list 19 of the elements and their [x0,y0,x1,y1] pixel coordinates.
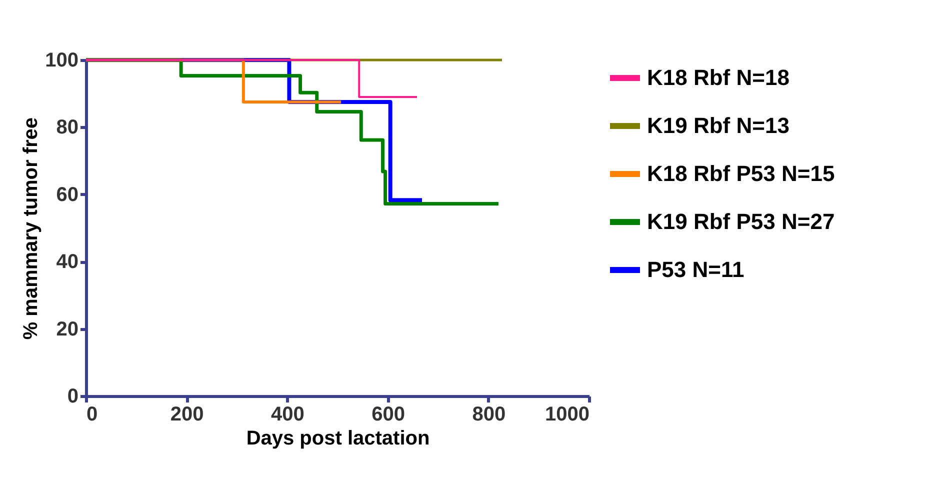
legend-label: K19 Rbf N=13 [647,113,790,138]
x-tick-label: 200 [170,404,204,426]
y-tick-label: 0 [67,386,78,408]
x-tick-label: 800 [472,404,506,426]
legend-label: P53 N=11 [647,257,744,282]
x-axis-title: Days post lactation [246,428,430,450]
y-tick-label: 100 [45,50,78,72]
y-axis-title: % mammary tumor free [20,117,42,340]
y-tick-label: 20 [56,318,78,340]
x-tick-label: 400 [271,404,304,426]
legend-label: K18 Rbf P53 N=15 [647,161,835,186]
y-tick-label: 80 [56,116,78,139]
legend-label: K18 Rbf N=18 [647,65,790,90]
y-tick-label: 40 [56,251,78,274]
x-tick-label: 0 [86,404,98,426]
x-tick-label: 600 [372,404,405,426]
y-tick-label: 60 [56,184,78,206]
legend-label: K19 Rbf P53 N=27 [647,209,835,234]
x-tick-label: 1000 [545,404,590,426]
